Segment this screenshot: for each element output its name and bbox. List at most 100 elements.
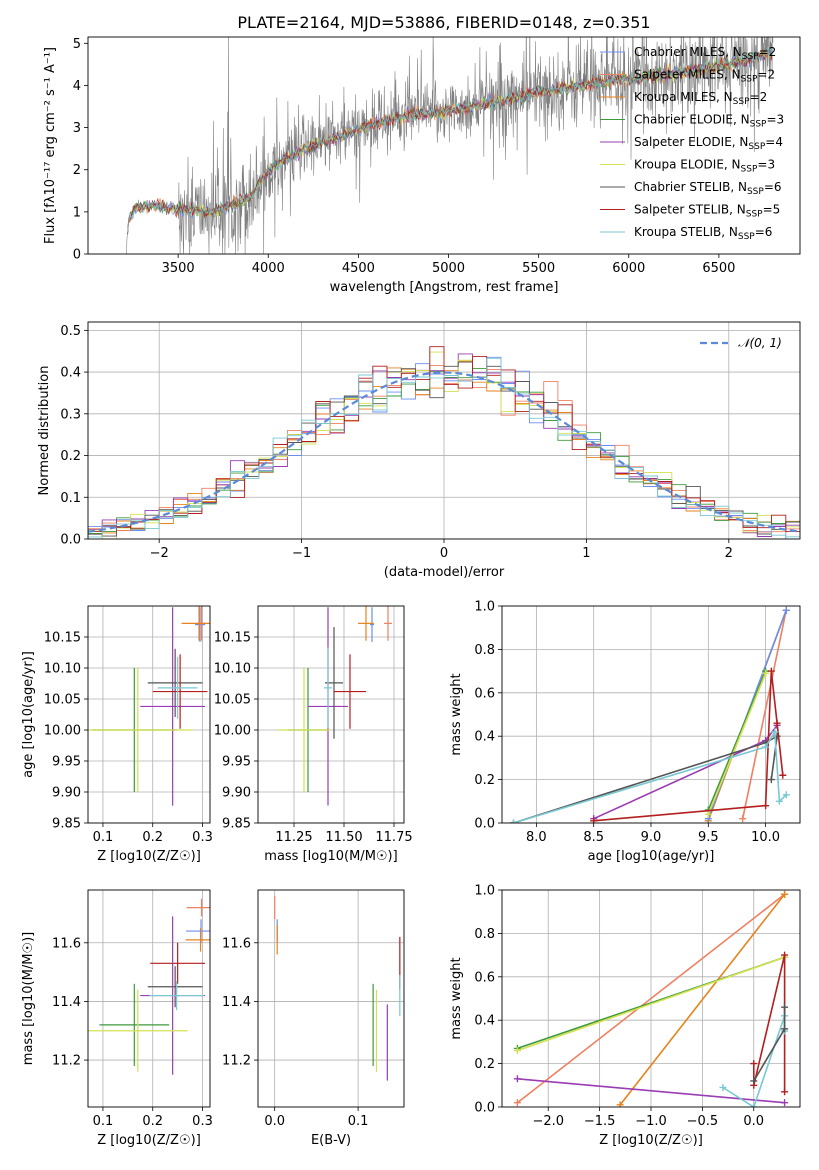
legend-subscript: SSP (733, 97, 750, 107)
x-axis-label: Z [log10(Z/Z☉)] (97, 1133, 201, 1148)
legend-label-salpeter_stelib: Salpeter STELIB, NSSP=5 (634, 203, 780, 220)
weight-line-salpeter_miles (741, 610, 787, 819)
weight-line-salpeter_elodie (593, 724, 778, 820)
y-tick-label-5: 10.10 (214, 662, 251, 677)
legend-subscript: SSP (741, 165, 758, 175)
y-tick-label-1: 9.90 (52, 786, 81, 801)
x-axis-label: Z [log10(Z/Z☉)] (97, 849, 201, 864)
weight-marker-chabrier_stelib-3 (767, 776, 775, 784)
x-tick-label-1: 0.2 (142, 830, 163, 845)
errorbar-salpeter_elodie (140, 607, 206, 806)
mass_vs_ebv-chart: 0.0 0.1 11.2 11.4 11.6 E(B-V) (222, 889, 405, 1148)
x-tick-label-0: 0.0 (264, 1114, 285, 1129)
x-tick-label-1: 0.1 (348, 1114, 369, 1129)
y-tick-label-3: 0.3 (60, 407, 81, 422)
legend-label-salpeter_miles: Salpeter MILES, NSSP=2 (634, 68, 775, 85)
normal-curve (88, 371, 800, 533)
legend-label-kroupa_stelib: Kroupa STELIB, NSSP=6 (634, 225, 772, 242)
errorbar-kroupa_stelib (157, 656, 198, 719)
weight-line-kroupa_miles (619, 893, 786, 1106)
y-tick-label-2: 2 (73, 163, 81, 178)
age_vs_mass-chart: 11.25 11.50 11.75 9.85 9.90 9.95 10.00 10.05 10.… (214, 605, 413, 864)
errorbar-kroupa_elodie (88, 989, 188, 1072)
legend-count: =4 (765, 135, 783, 149)
x-tick-label-6: 6500 (702, 261, 735, 276)
weight-marker-salpeter_stelib-0 (750, 1060, 758, 1068)
x-axis-label: wavelength [Angstrom, rest frame] (330, 280, 559, 295)
y-tick-label-6: 10.15 (214, 631, 251, 646)
x-tick-label-2: 4500 (342, 261, 375, 276)
weight-marker-kroupa_stelib-0 (509, 819, 517, 823)
x-tick-label-1: −1 (292, 546, 311, 561)
legend-label-salpeter_elodie: Salpeter ELODIE, NSSP=4 (634, 135, 783, 152)
x-tick-label-0: 0.1 (93, 830, 114, 845)
y-tick-label-1: 1 (73, 205, 81, 220)
weight_vs_Z-plot-area (502, 890, 800, 1107)
y-tick-label-1: 11.4 (52, 995, 81, 1010)
legend-subscript: SSP (750, 120, 767, 130)
errorbar-salpeter_stelib (152, 654, 208, 729)
y-tick-label-5: 1.0 (474, 600, 495, 615)
y-tick-label-0: 11.2 (52, 1054, 81, 1069)
chart-title: PLATE=2164, MJD=53886, FIBERID=0148, z=0… (237, 13, 650, 32)
y-tick-label-4: 10.05 (44, 693, 81, 708)
y-tick-label-4: 4 (73, 79, 81, 94)
y-tick-label-5: 10.10 (44, 662, 81, 677)
x-tick-label-1: 8.5 (583, 830, 604, 845)
spectrum-plot-area (125, 37, 774, 254)
errorbar-chabrier_stelib (147, 648, 203, 717)
weight-marker-chabrier_miles-1 (782, 606, 790, 614)
errorbar-kroupa_miles (181, 606, 210, 641)
weight-marker-salpeter_elodie-1 (781, 1099, 789, 1107)
x-tick-label-0: −2 (150, 546, 169, 561)
errorbar-kroupa_stelib (149, 980, 205, 1011)
x-tick-label-1: −1.5 (584, 1114, 616, 1129)
errorbar-chabrier_stelib (147, 966, 203, 1008)
axes-frame (87, 321, 801, 540)
y-tick-label-5: 1.0 (474, 884, 495, 899)
weight-marker-salpeter_miles-0 (513, 1099, 521, 1107)
errorbar-chabrier_miles (195, 607, 206, 642)
x-tick-label-0: 11.25 (275, 830, 312, 845)
y-tick-label-2: 0.2 (60, 449, 81, 464)
y-tick-label-1: 9.90 (222, 786, 251, 801)
errorbar-kroupa_miles (358, 606, 374, 641)
errorbar-kroupa_elodie (278, 668, 330, 792)
errorbar-kroupa_elodie (88, 668, 193, 792)
x-axis-label: Z [log10(Z/Z☉)] (599, 1133, 703, 1148)
mass_vs_ebv-plot-area (258, 890, 404, 1107)
weight-marker-kroupa_elodie-0 (704, 810, 712, 818)
weight-line-chabrier_stelib (513, 734, 779, 823)
weight-marker-salpeter_stelib-3 (773, 719, 781, 727)
model-line-kroupa_stelib (127, 46, 773, 233)
y-tick-label-3: 0.6 (474, 970, 495, 985)
x-axis-label: age [log10(age/yr)] (588, 849, 715, 864)
legend-count: =2 (750, 90, 768, 104)
errorbar-kroupa_stelib (324, 647, 332, 729)
x-tick-label-4: 0.0 (743, 1114, 764, 1129)
y-tick-label-2: 9.95 (222, 755, 251, 770)
x-tick-label-1: 11.50 (325, 830, 362, 845)
mass_vs_Z-chart: 0.1 0.2 0.3 11.2 11.4 11.6 Z [log10(Z/Z☉)] mass… (21, 889, 213, 1148)
legend-subscript: SSP (742, 52, 759, 62)
legend-count: =3 (757, 158, 775, 172)
weight-marker-chabrier_stelib-0 (750, 1077, 758, 1085)
legend-count: =2 (757, 68, 775, 82)
y-tick-label-4: 0.4 (60, 366, 81, 381)
x-tick-label-2: 11.75 (375, 830, 412, 845)
weight-marker-kroupa_miles-1 (781, 890, 789, 898)
legend-count: =6 (755, 225, 773, 239)
y-tick-label-2: 11.6 (52, 936, 81, 951)
y-tick-label-2: 0.4 (474, 1014, 495, 1029)
errorbar-salpeter_stelib (334, 654, 366, 729)
x-tick-label-2: 9.0 (641, 830, 662, 845)
y-tick-label-5: 5 (73, 37, 81, 52)
mass_vs_Z-plot-area (88, 890, 210, 1107)
weight-marker-salpeter_miles-0 (739, 815, 747, 823)
weight-marker-salpeter_stelib-4 (779, 771, 787, 779)
x-tick-label-0: 0.1 (93, 1114, 114, 1129)
legend-count: =3 (766, 113, 784, 127)
y-tick-label-1: 0.2 (474, 773, 495, 788)
y-tick-label-4: 0.8 (474, 927, 495, 942)
